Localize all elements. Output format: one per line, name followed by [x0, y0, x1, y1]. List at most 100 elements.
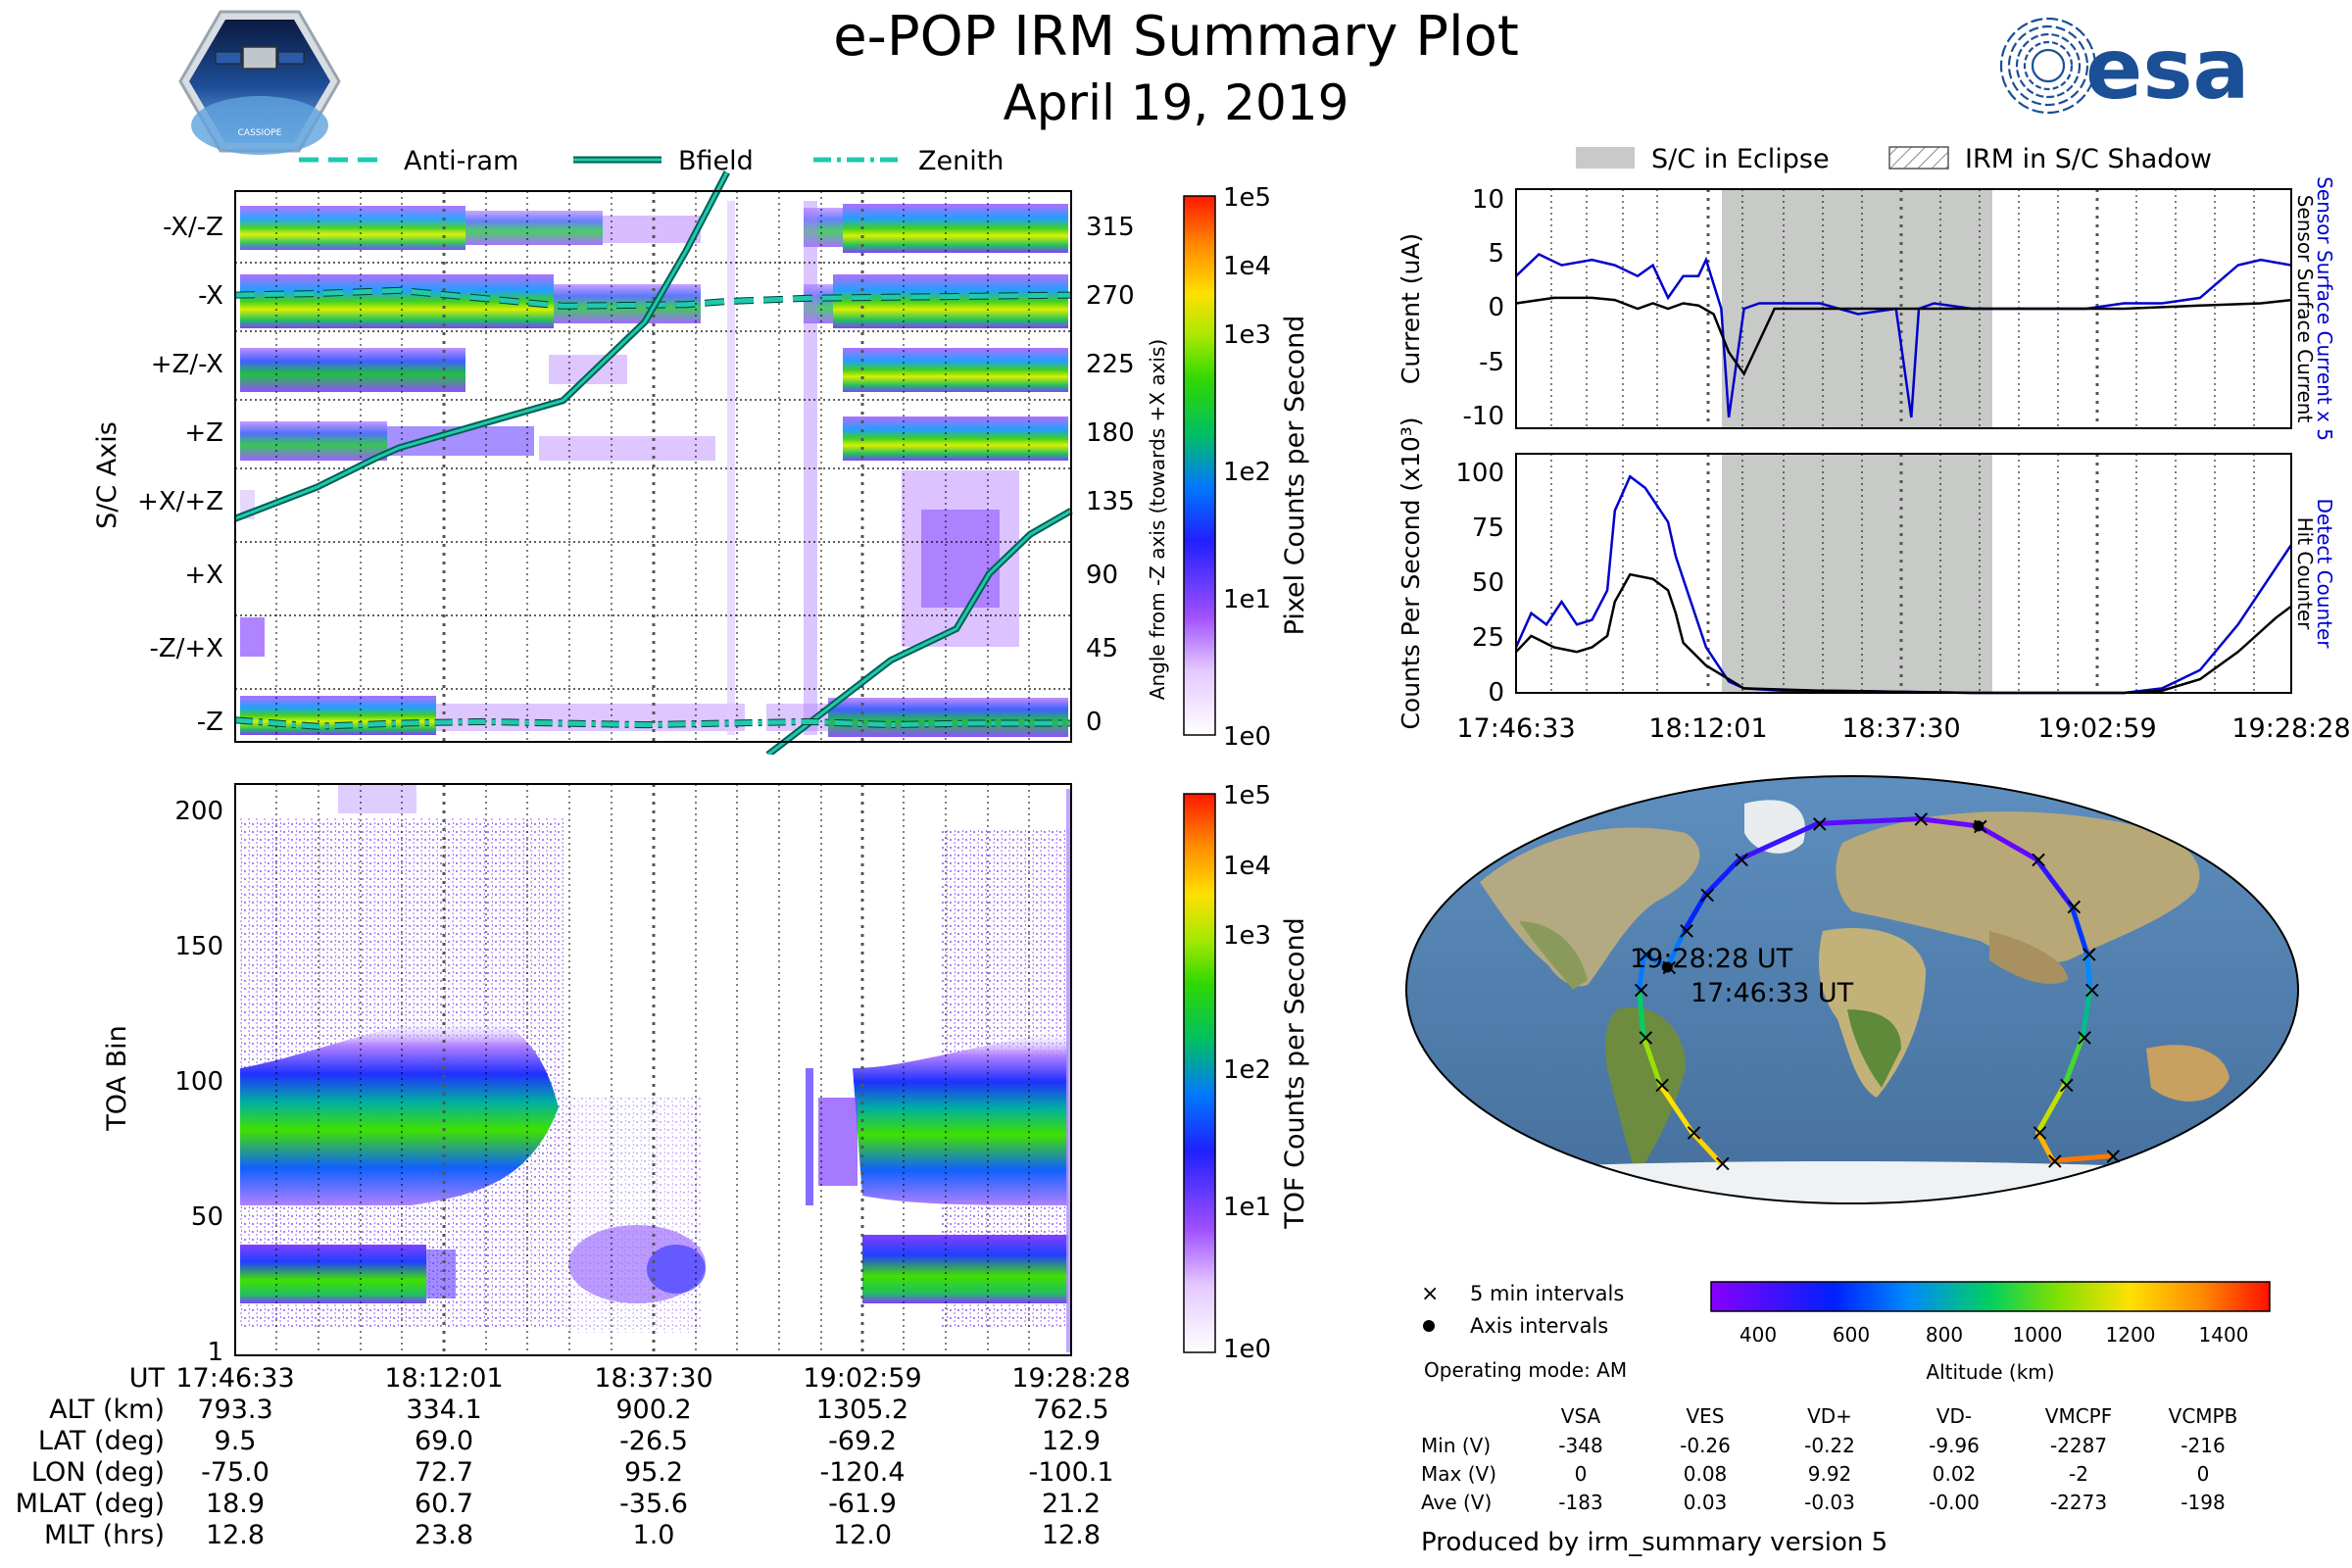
cbar-tick: 1e4: [1223, 852, 1271, 881]
table-cell: 69.0: [415, 1426, 473, 1456]
current-yticks: 10 5 0 -5 -10: [1463, 185, 1504, 431]
cbar-tick: 1e0: [1223, 722, 1271, 752]
stats-col: VSA: [1561, 1404, 1601, 1428]
footer-text: Produced by irm_summary version 5: [1421, 1528, 1887, 1557]
ytick-label: 75: [1472, 514, 1504, 543]
angle-legend: Anti-ram Bfield Zenith: [299, 146, 1004, 176]
orbit-segment: [2034, 857, 2075, 909]
xtick-label: 18:12:01: [1648, 713, 1767, 744]
current-frame: [1515, 188, 2292, 429]
annotation-end: 19:28:28 UT: [1630, 944, 1793, 974]
stats-cell: -2: [2069, 1462, 2088, 1486]
orbit-5min-marker: ×: [1685, 1118, 1704, 1146]
alt-tick: 400: [1740, 1323, 1777, 1347]
row-label: MLAT (deg): [16, 1489, 165, 1519]
orbit-5min-marker: ×: [1713, 1150, 1733, 1177]
surface-current-x5-line: [1515, 253, 2292, 418]
orbit-5min-marker: ×: [1636, 1023, 1655, 1051]
table-cell: 334.1: [406, 1395, 481, 1425]
orbit-5min-marker: ×: [2029, 846, 2048, 873]
orbit-segment: [2084, 952, 2093, 993]
counts-right-label-2: Hit Counter: [2293, 517, 2317, 630]
alt-tick: 1000: [2013, 1323, 2063, 1347]
tof-colorbar: [1183, 793, 1216, 1353]
stats-row-label: Max (V): [1421, 1462, 1496, 1486]
cbar-tick: 1e3: [1223, 921, 1271, 951]
orbit-5min-marker: ×: [2064, 893, 2083, 920]
ytick-label: 0: [1488, 678, 1504, 708]
ytick-label: +X/+Z: [137, 487, 223, 516]
xtick-label: 19:02:59: [2037, 713, 2156, 744]
cbar-tick: 1e2: [1223, 458, 1271, 487]
ytick-label: 10: [1472, 185, 1504, 215]
orbit-map-chart: ×××××××××××××××××××××× 19:28:28 UT 17:46…: [1405, 775, 2299, 1204]
pixel-colorbar: [1183, 195, 1216, 736]
table-cell: -35.6: [619, 1489, 688, 1519]
row-label: LON (deg): [31, 1457, 165, 1488]
legend-axis-label: Axis intervals: [1470, 1314, 1608, 1338]
cbar-tick: 1e4: [1223, 252, 1271, 281]
stats-cell: 9.92: [1808, 1462, 1852, 1486]
orbit-segment: [2062, 1034, 2085, 1088]
row-label: ALT (km): [49, 1395, 165, 1425]
angle-tick: 180: [1086, 418, 1135, 448]
stats-row-label: Ave (V): [1421, 1491, 1492, 1514]
orbit-5min-marker: ×: [2075, 1023, 2094, 1051]
orbit-segment: [1702, 857, 1742, 898]
angle-tick: 315: [1086, 213, 1135, 242]
counts-frame: [1515, 453, 2292, 694]
table-cell: 23.8: [415, 1520, 473, 1550]
ytick-label: +Z: [184, 418, 223, 448]
ytick-label: -X/-Z: [163, 213, 223, 242]
row-label: LAT (deg): [38, 1426, 165, 1456]
orbit-segment: [1657, 1082, 1694, 1135]
toa-heatmap: [235, 784, 1072, 1355]
angle-tick: 45: [1086, 634, 1118, 663]
orbit-5min-marker: ×: [1632, 976, 1651, 1004]
counts-right-label-1: Detect Counter: [2313, 499, 2336, 650]
table-cell: 12.8: [1042, 1520, 1101, 1550]
table-cell: 762.5: [1033, 1395, 1108, 1425]
bfield-line: [234, 172, 729, 520]
stats-cell: 0.02: [1933, 1462, 1977, 1486]
table-cell: 793.3: [197, 1395, 272, 1425]
stats-cell: -2287: [2050, 1434, 2107, 1457]
angle-tick: 270: [1086, 281, 1135, 311]
ytick-label: 150: [174, 932, 223, 961]
orbit-5min-marker: ×: [1810, 809, 1830, 837]
ytick-label: +X: [184, 561, 223, 590]
angle-tick: 135: [1086, 487, 1135, 516]
stats-cell: -9.96: [1929, 1434, 1980, 1457]
table-cell: 12.9: [1042, 1426, 1101, 1456]
orbit-segment: [1637, 987, 1646, 1040]
angle-right-ylabel: Angle from -Z axis (towards +X axis): [1146, 339, 1169, 700]
angle-vlines: [442, 191, 864, 742]
current-counts-charts: S/C in Eclipse IRM in S/C Shadow 10 5 0 …: [1396, 144, 2351, 744]
anti-ram-line: [234, 287, 1072, 309]
counts-plot: 100 75 50 25 0 Counts Per Second (x10³) …: [1396, 416, 2351, 744]
esa-logo: esa: [1999, 17, 2250, 119]
xtick-label: 17:46:33: [1456, 713, 1575, 744]
altitude-colorbar: [1710, 1281, 2271, 1312]
orbit-5min-marker: ×: [1637, 941, 1656, 968]
counts-ylabel: Counts Per Second (x10³): [1396, 416, 1425, 729]
table-cell: 1305.2: [816, 1395, 908, 1425]
dot-marker-icon: [1423, 1320, 1435, 1332]
pixel-colorbar-ticks: 1e5 1e4 1e3 1e2 1e1 1e0: [1223, 183, 1271, 752]
legend-bfield: Bfield: [678, 146, 754, 176]
ephemeris-table: UT 17:46:33 18:12:01 18:37:30 19:02:59 1…: [16, 1363, 1131, 1550]
toa-spectrogram-chart: 200 150 100 50 1 TOA Bin 1e5 1e4 1e3 1e2…: [102, 781, 1310, 1362]
table-cell: -75.0: [201, 1457, 270, 1488]
table-cell: 18:37:30: [594, 1363, 712, 1394]
cbar-tick: 1e3: [1223, 320, 1271, 350]
angle-category-labels: -X/-Z -X +Z/-X +Z +X/+Z +X -Z/+X -Z: [137, 213, 223, 737]
angle-frame: [234, 190, 1072, 743]
row-label: MLT (hrs): [44, 1520, 165, 1550]
altitude-ticks: 400 600 800 1000 1200 1400: [1740, 1323, 2249, 1347]
ytick-label: 1: [207, 1338, 223, 1362]
table-cell: 18.9: [206, 1489, 265, 1519]
table-cell: 900.2: [615, 1395, 691, 1425]
cbar-tick: 1e5: [1223, 781, 1271, 810]
orbit-segment: [1815, 816, 1922, 826]
ytick-label: +Z/-X: [151, 350, 223, 379]
